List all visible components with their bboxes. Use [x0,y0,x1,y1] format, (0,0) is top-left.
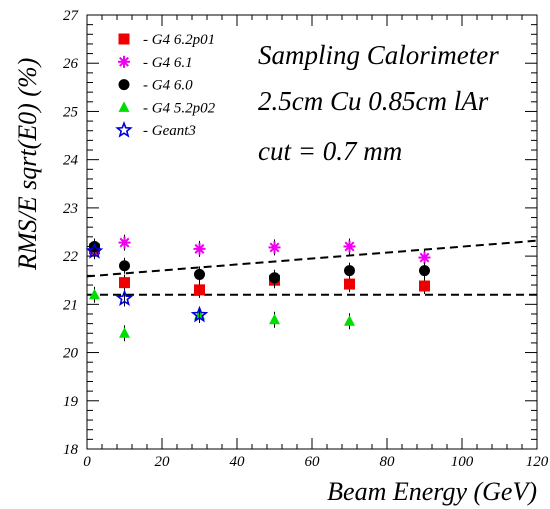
data-point [343,240,356,253]
x-tick-label: 100 [451,454,474,470]
data-point [119,260,130,272]
data-point [115,289,134,307]
x-tick-label: 80 [380,454,396,470]
legend-marker [115,120,133,138]
data-point [344,265,355,277]
legend-label: - Geant3 [143,123,196,139]
annotation-title: Sampling Calorimeter [258,40,499,70]
data-point [190,305,209,323]
data-point [119,327,130,338]
legend-label: - G4 6.1 [143,55,193,71]
y-axis-title: RMS/E sqrt(E0) (%) [13,58,42,271]
legend-marker [118,33,130,45]
y-tick-label: 20 [63,346,79,362]
data-points [85,234,431,342]
y-tick-label: 18 [63,442,79,458]
data-point [194,284,205,296]
data-point [269,272,280,284]
data-point [89,288,100,300]
annotation-geometry: 2.5cm Cu 0.85cm lAr [258,86,489,116]
legend-label: - G4 5.2p02 [143,100,216,116]
x-tick-label: 120 [526,454,549,470]
y-tick-label: 26 [63,56,79,72]
y-tick-label: 25 [63,104,79,120]
x-axis-title: Beam Energy (GeV) [327,477,537,506]
y-tick-label: 22 [63,249,79,265]
data-point [268,241,281,254]
y-tick-label: 24 [63,153,79,169]
y-tick-label: 23 [63,201,78,217]
annotation-cut: cut = 0.7 mm [258,136,402,166]
y-tick-label: 19 [63,394,79,410]
data-point [344,278,355,290]
legend-marker [118,55,130,68]
x-tick-label: 20 [155,454,171,470]
x-tick-label: 0 [83,454,91,470]
x-tick-label: 40 [230,454,246,470]
data-point [118,236,131,249]
y-tick-label: 21 [63,297,78,313]
legend-marker [118,79,130,91]
x-tick-label: 60 [305,454,321,470]
y-tick-label: 27 [63,8,80,24]
fit-line [86,239,538,278]
data-point [193,242,206,255]
data-point [194,268,205,280]
fit-lines [86,239,538,296]
data-point [418,251,431,264]
data-point [269,313,280,325]
legend-marker [118,101,130,112]
data-point [344,315,355,326]
legend-label: - G4 6.0 [143,78,193,94]
data-point [419,280,430,292]
legend-label: - G4 6.2p01 [143,32,215,48]
data-point [119,277,130,289]
data-point [419,265,430,277]
data-point [85,242,104,259]
legend: - G4 6.2p01 - G4 6.1 - G4 6.0 - G4 5.2p02 - … [115,32,216,139]
axis-ticks: 0 20 40 60 80 100 120 18 19 20 21 22 23 24 25 26 27 [63,8,549,470]
